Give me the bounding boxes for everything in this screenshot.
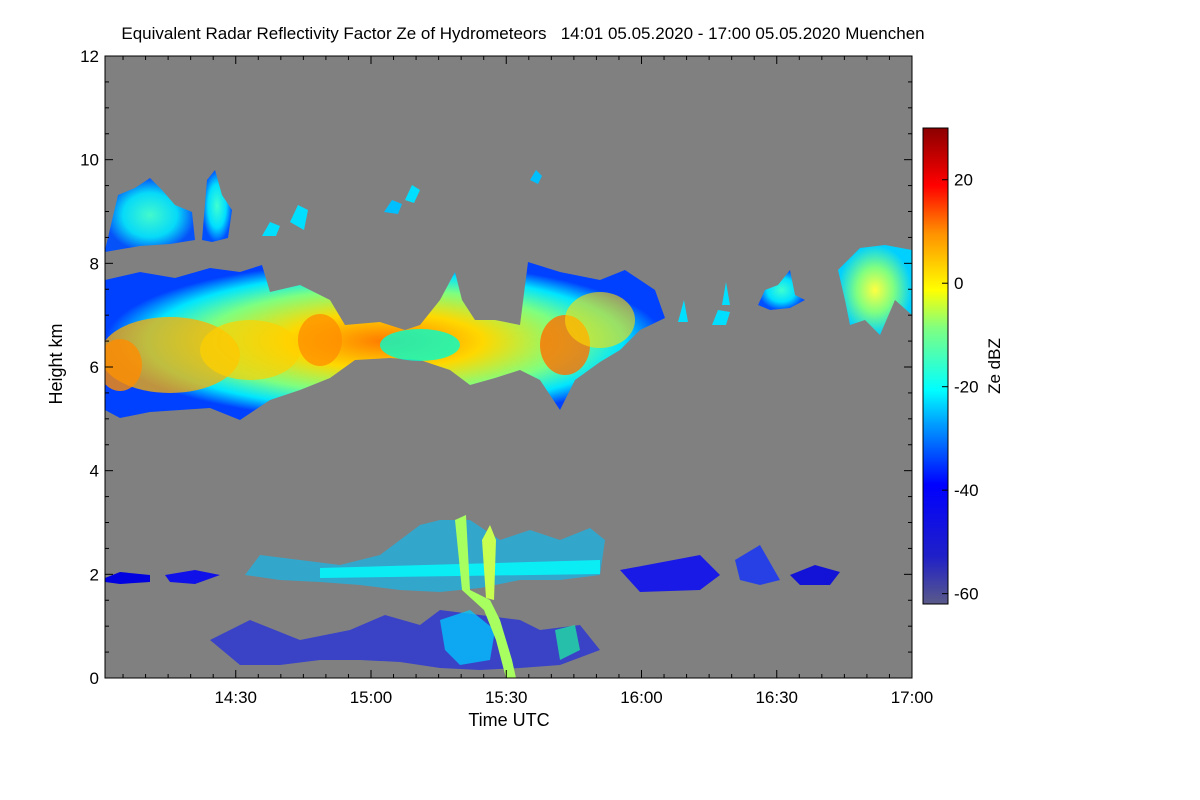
echo-late-1 [678, 300, 688, 322]
echo-core-6 [565, 292, 635, 348]
y-axis: 0 2 4 6 8 10 12 [80, 47, 912, 688]
echo-upper-cloud-7 [530, 170, 542, 184]
echo-late-5 [838, 245, 912, 335]
echo-upper-cloud-5 [384, 200, 402, 214]
y-tick-label: 0 [90, 669, 99, 688]
echo-low-band-right [620, 555, 720, 592]
colorbar-tick-label: -60 [954, 585, 979, 604]
colorbar-tick-label: -20 [954, 378, 979, 397]
echo-core-4 [298, 314, 342, 366]
echo-upper-cloud-1 [105, 178, 195, 252]
x-axis-label: Time UTC [468, 710, 549, 730]
echo-upper-cloud-4 [290, 205, 308, 230]
colorbar [922, 127, 949, 605]
echo-late-2 [712, 310, 730, 325]
echo-fall-streak [455, 515, 516, 678]
echo-upper-cloud-3 [262, 222, 280, 236]
echo-upper-cloud-6 [405, 185, 420, 203]
echo-low-band-right-2 [735, 545, 780, 585]
y-axis-label: Height km [46, 323, 66, 404]
reflectivity-field [105, 170, 912, 678]
echo-low-band-right-3 [790, 565, 840, 585]
colorbar-tick-label: 0 [954, 274, 963, 293]
echo-low-band-left-2 [165, 570, 220, 584]
echo-core-2 [105, 339, 142, 391]
echo-late-3 [722, 282, 730, 305]
echo-core-3 [200, 320, 300, 380]
y-tick-label: 4 [90, 462, 99, 481]
x-tick-label: 17:00 [891, 688, 934, 707]
x-tick-label: 14:30 [214, 688, 257, 707]
y-tick-label: 2 [90, 565, 99, 584]
y-tick-label: 8 [90, 254, 99, 273]
echo-upper-cloud-2 [202, 170, 232, 242]
x-tick-label: 16:00 [620, 688, 663, 707]
y-tick-label: 10 [80, 151, 99, 170]
colorbar-label: Ze dBZ [985, 338, 1004, 394]
echo-cyan-bridge [380, 329, 460, 361]
y-tick-label: 12 [80, 47, 99, 66]
y-tick-label: 6 [90, 358, 99, 377]
x-tick-label: 16:30 [755, 688, 798, 707]
colorbar-tick-label: -40 [954, 481, 979, 500]
x-axis: 14:30 15:00 15:30 16:00 16:30 17:00 [122, 56, 934, 707]
x-tick-label: 15:00 [350, 688, 393, 707]
x-tick-label: 15:30 [485, 688, 528, 707]
chart-title: Equivalent Radar Reflectivity Factor Ze … [121, 24, 924, 43]
echo-low-green-1 [440, 610, 495, 665]
echo-late-4 [758, 270, 805, 310]
colorbar-tick-label: 20 [954, 171, 973, 190]
colorbar-ticks: 20 0 -20 -40 -60 [942, 171, 979, 604]
echo-fall-streak-2 [482, 525, 496, 600]
echo-low-green-2 [555, 625, 580, 660]
echo-low-band-left [105, 572, 150, 584]
